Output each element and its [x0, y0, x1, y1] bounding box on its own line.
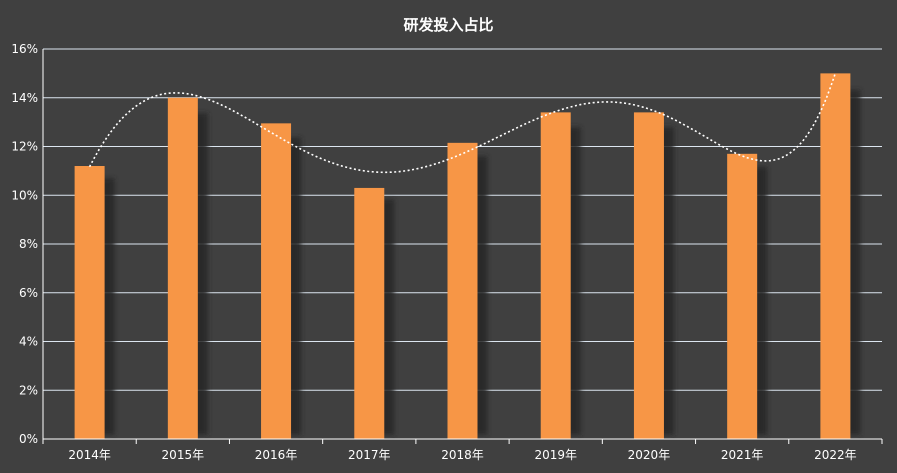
axis-layer: 0% 2% 4% 6% 8% 10% 12% 14% 16% 2014年 2015年 2016年 201… — [11, 42, 883, 462]
bar[interactable] — [820, 73, 851, 439]
y-tick-label: 12% — [11, 140, 38, 154]
y-tick-label: 14% — [11, 91, 38, 105]
bar[interactable] — [354, 187, 385, 439]
x-tick-label: 2020年 — [628, 448, 671, 462]
bar[interactable] — [727, 153, 758, 439]
y-tick-label: 0% — [19, 432, 38, 446]
y-tick-label: 8% — [19, 237, 38, 251]
bar-layer — [74, 73, 851, 439]
x-tick-label: 2021年 — [721, 448, 764, 462]
bar[interactable] — [167, 97, 198, 439]
x-tick-label: 2018年 — [441, 448, 484, 462]
bar[interactable] — [447, 142, 478, 439]
bar[interactable] — [633, 112, 664, 439]
x-tick-label: 2014年 — [68, 448, 111, 462]
x-tick-label: 2022年 — [814, 448, 857, 462]
y-tick-label: 16% — [11, 42, 38, 56]
bar[interactable] — [261, 123, 292, 439]
trendline — [88, 72, 837, 174]
trend-layer — [88, 72, 837, 174]
bar[interactable] — [540, 112, 571, 439]
chart-title: 研发投入占比 — [403, 16, 494, 34]
x-tick-label: 2019年 — [534, 448, 577, 462]
y-tick-label: 10% — [11, 188, 38, 202]
y-tick-label: 2% — [19, 383, 38, 397]
x-tick-label: 2016年 — [255, 448, 298, 462]
y-tick-label: 6% — [19, 286, 38, 300]
y-tick-label: 4% — [19, 335, 38, 349]
x-tick-label: 2017年 — [348, 448, 391, 462]
bar[interactable] — [74, 166, 105, 439]
x-tick-label: 2015年 — [162, 448, 205, 462]
